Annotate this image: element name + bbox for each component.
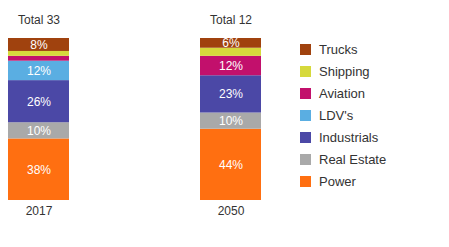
svg-text:10%: 10% [27,124,51,138]
svg-text:6%: 6% [222,36,240,50]
svg-text:12%: 12% [219,59,243,73]
svg-text:2050: 2050 [218,204,245,218]
svg-text:38%: 38% [27,163,51,177]
html-text:Real Estate: Real Estate [319,151,387,167]
svg-text:26%: 26% [27,95,51,109]
svg-text:Total 33: Total 33 [18,13,60,27]
svg-text:Total 12: Total 12 [210,13,252,27]
svg-text:23%: 23% [219,87,243,101]
svg-text:2017: 2017 [26,204,53,218]
svg-text:44%: 44% [219,158,243,172]
svg-text:12%: 12% [27,64,51,78]
svg-text:8%: 8% [30,38,48,52]
html-text:Industrials: Industrials [319,129,379,145]
html-text:Trucks: Trucks [319,41,358,57]
html-text:Aviation: Aviation [319,85,365,101]
svg-text:10%: 10% [219,114,243,128]
html-text:LDV's: LDV's [319,107,354,123]
html-text:Power: Power [319,173,356,189]
html-text:Shipping: Shipping [319,63,370,79]
